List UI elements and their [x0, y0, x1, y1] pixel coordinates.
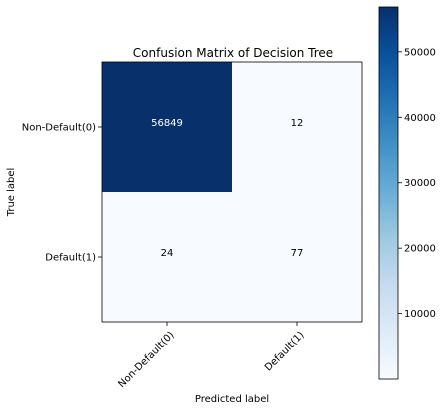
colorbar-tick-label: 40000: [404, 113, 436, 124]
heatmap-cell: [232, 62, 362, 192]
heatmap-cell: [102, 62, 232, 192]
colorbar-tick-label: 50000: [404, 47, 436, 58]
x-tick-label: Default(1): [263, 330, 307, 374]
colorbar-ticks: 10000 20000 30000 40000 50000: [398, 47, 436, 320]
x-tick-label: Non-Default(0): [116, 330, 176, 390]
y-axis-ticks: Non-Default(0) Default(1): [22, 123, 102, 264]
y-tick-label: Default(1): [45, 253, 96, 264]
y-axis-label: True label: [6, 168, 17, 218]
y-tick-label: Non-Default(0): [22, 123, 96, 134]
colorbar-tick-label: 30000: [404, 178, 436, 189]
heatmap-cell: [102, 192, 232, 322]
colorbar: [378, 6, 399, 380]
cell-value-label: 24: [161, 248, 174, 259]
cell-value-label: 56849: [151, 118, 183, 129]
colorbar-tick-label: 20000: [404, 244, 436, 255]
heatmap-cells: [102, 62, 362, 322]
chart-title: Confusion Matrix of Decision Tree: [133, 46, 333, 60]
x-axis-label: Predicted label: [195, 394, 269, 405]
cell-value-label: 77: [291, 248, 304, 259]
x-axis-ticks: Non-Default(0) Default(1): [116, 322, 307, 390]
cell-value-label: 12: [291, 118, 304, 129]
colorbar-tick-label: 10000: [404, 309, 436, 320]
plot-frame: [101, 61, 363, 323]
heatmap-cell: [232, 192, 362, 322]
heatmap-cell-labels: 56849 12 24 77: [151, 118, 303, 259]
